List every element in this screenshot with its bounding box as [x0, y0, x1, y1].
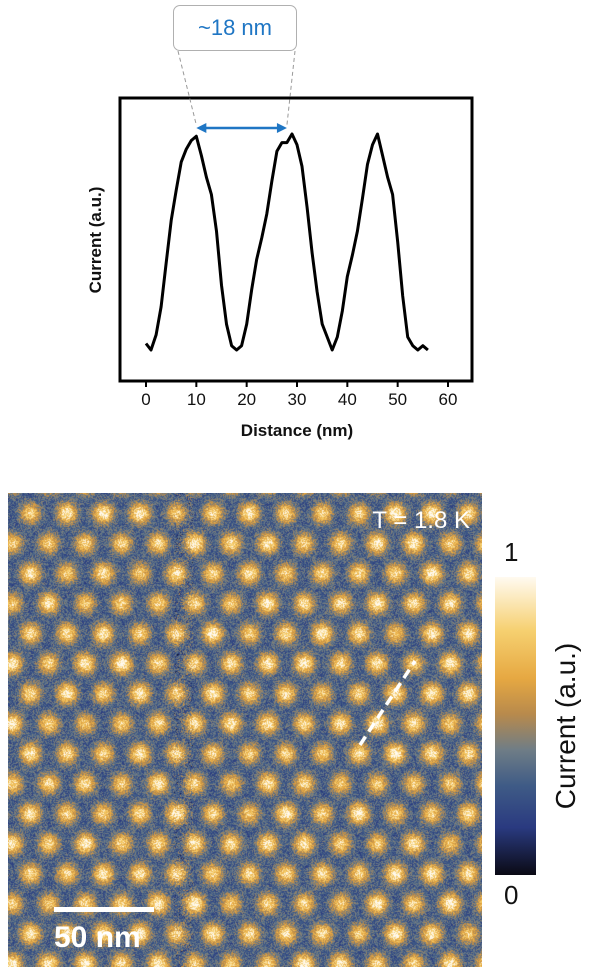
x-tick-label: 40: [338, 390, 357, 409]
x-tick-labels: 0 10 20 30 40 50 60: [141, 390, 457, 409]
line-profile-chart: 0 10 20 30 40 50 60: [118, 50, 474, 409]
scale-bar-label: 50 nm: [54, 921, 141, 954]
callout-leader-right: [286, 50, 296, 126]
colorbar-title: Current (a.u.): [550, 642, 581, 810]
y-axis-label: Current (a.u.): [86, 186, 105, 294]
arrow-head-left: [196, 123, 207, 133]
series-line: [144, 132, 429, 352]
temperature-label: T = 1.8 K: [372, 507, 470, 534]
colorbar: [495, 577, 536, 875]
stm-current-map: T = 1.8 K 50 nm: [8, 493, 482, 967]
linecut-marker: [358, 660, 417, 746]
x-tick-label: 20: [237, 390, 256, 409]
x-axis-label: Distance (nm): [240, 421, 354, 440]
x-tick-label: 10: [187, 390, 206, 409]
arrow-head-right: [276, 123, 287, 133]
x-tick-label: 60: [439, 390, 458, 409]
scale-bar: [54, 907, 154, 912]
x-tick-label: 0: [141, 390, 150, 409]
x-tick-label: 50: [388, 390, 407, 409]
colorbar-max-label: 1: [504, 537, 519, 567]
stm-image: [8, 493, 482, 967]
x-tick-label: 30: [288, 390, 307, 409]
peak-spacing-callout: ~18 nm: [173, 5, 297, 51]
callout-leader-left: [177, 50, 197, 126]
colorbar-min-label: 0: [504, 880, 519, 910]
plot-frame: [118, 96, 474, 383]
